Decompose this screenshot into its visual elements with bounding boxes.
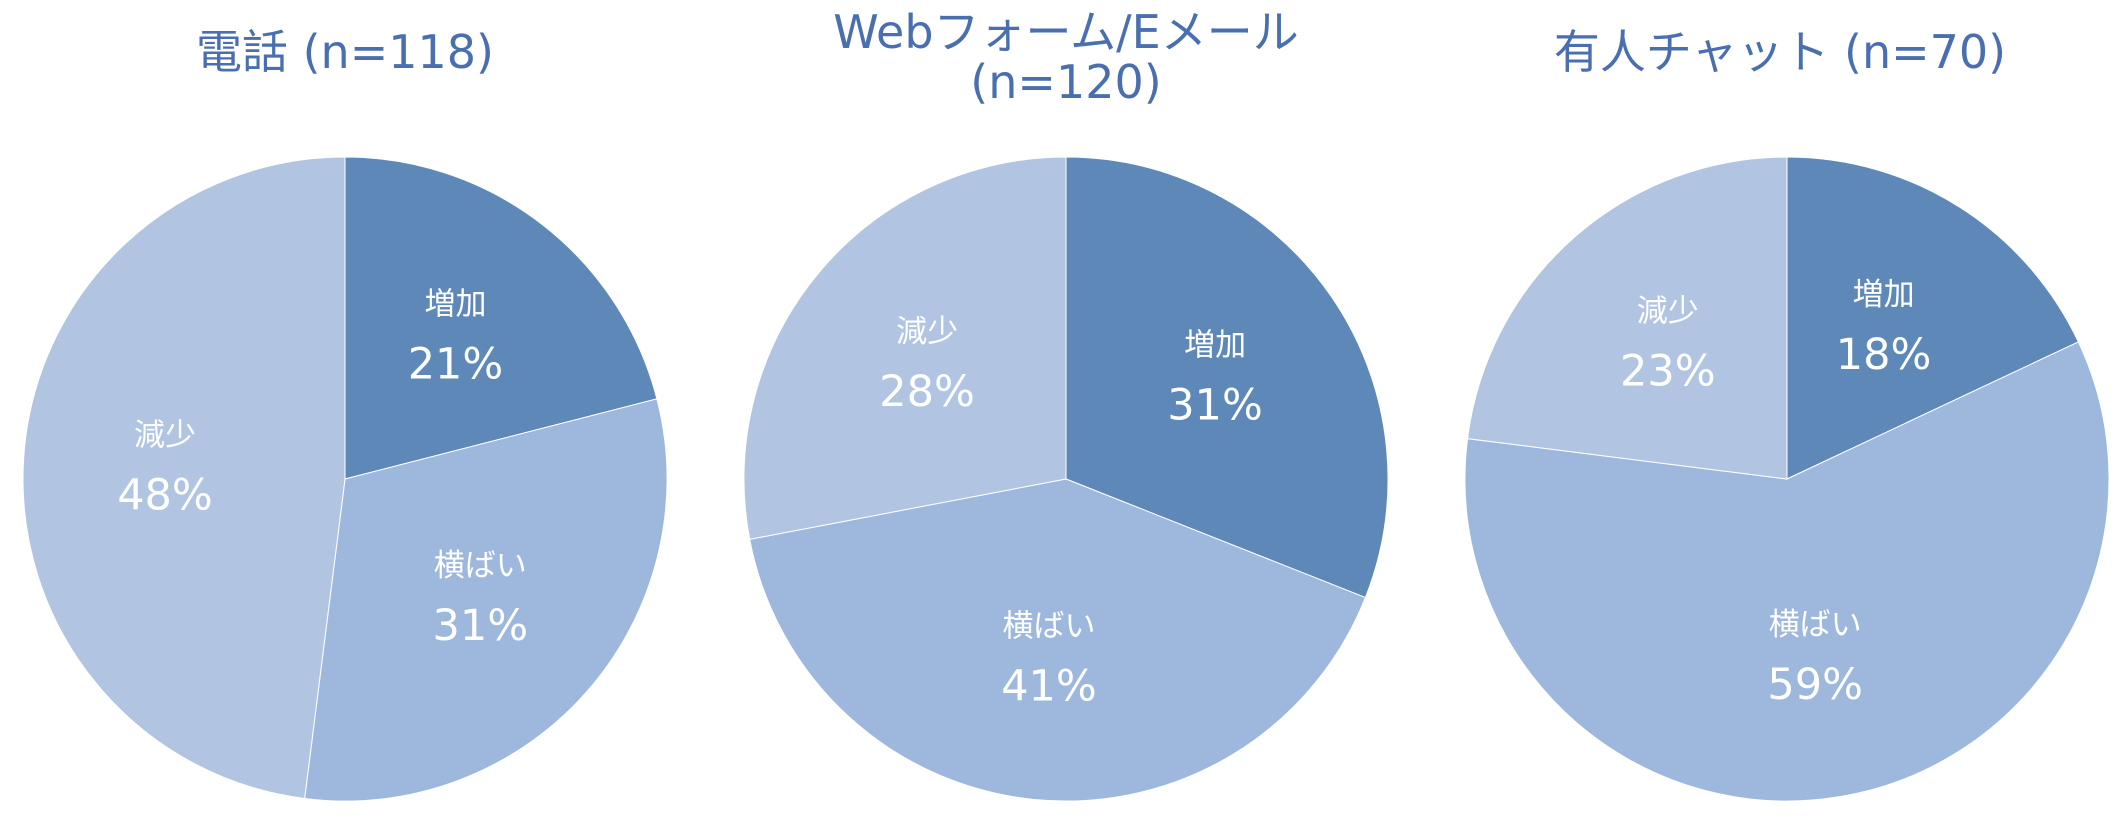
slice-label-phone-decrease: 減少 (134, 418, 196, 454)
pie-slice-phone-decrease (22, 156, 346, 800)
slice-value-live-chat-decrease: 23% (1620, 347, 1716, 397)
slice-label-phone-flat: 横ばい (434, 548, 527, 584)
pie-phone: 増加 21% 横ばい 31% 減少 48% (22, 156, 668, 802)
slice-value-web-email-flat: 41% (1001, 662, 1097, 712)
pie-slice-web-email-increase (1065, 156, 1389, 599)
slice-value-web-email-decrease: 28% (879, 367, 975, 417)
slice-label-phone-increase: 増加 (425, 287, 487, 323)
slice-label-live-chat-flat: 横ばい (1769, 607, 1862, 643)
pie-chart-phone: 電話 (n=118) 増加 21% 横ばい 31% 減少 48% (22, 25, 668, 802)
pie-live-chat: 増加 18% 横ばい 59% 減少 23% (1464, 156, 2110, 802)
slice-value-live-chat-increase: 18% (1836, 330, 1932, 380)
slice-label-web-email-decrease: 減少 (896, 314, 958, 350)
slice-value-web-email-increase: 31% (1167, 381, 1263, 431)
chart-title-phone: 電話 (n=118) (196, 25, 494, 79)
slice-label-live-chat-decrease: 減少 (1637, 294, 1699, 330)
pie-web-email: 増加 31% 横ばい 41% 減少 28% (743, 156, 1389, 802)
pie-slice-phone-increase (344, 156, 658, 480)
pie-chart-web-email: Webフォーム/Eメール (n=120) 増加 31% 横ばい 41% 減少 28% (743, 5, 1389, 802)
pie-slice-web-email-decrease (743, 156, 1067, 540)
chart-title-live-chat: 有人チャット (n=70) (1554, 25, 2006, 79)
pie-slice-live-chat-flat (1464, 341, 2110, 802)
slice-value-live-chat-flat: 59% (1767, 660, 1863, 710)
slice-value-phone-decrease: 48% (117, 471, 213, 521)
slice-label-web-email-increase: 増加 (1184, 328, 1246, 364)
slice-label-web-email-flat: 横ばい (1003, 609, 1096, 645)
pie-slice-web-email-flat (749, 478, 1367, 802)
slice-value-phone-flat: 31% (433, 601, 529, 651)
pie-slice-live-chat-increase (1786, 156, 2080, 480)
slice-value-phone-increase: 21% (408, 340, 504, 390)
chart-title-web-email-line-1: Webフォーム/Eメール (833, 5, 1298, 59)
chart-title-web-email-line-2: (n=120) (970, 55, 1161, 109)
slice-label-live-chat-increase: 増加 (1853, 277, 1915, 313)
pie-slice-phone-flat (304, 398, 668, 802)
pie-slice-live-chat-decrease (1466, 156, 1788, 480)
pie-chart-live-chat: 有人チャット (n=70) 増加 18% 横ばい 59% 減少 23% (1464, 25, 2110, 802)
